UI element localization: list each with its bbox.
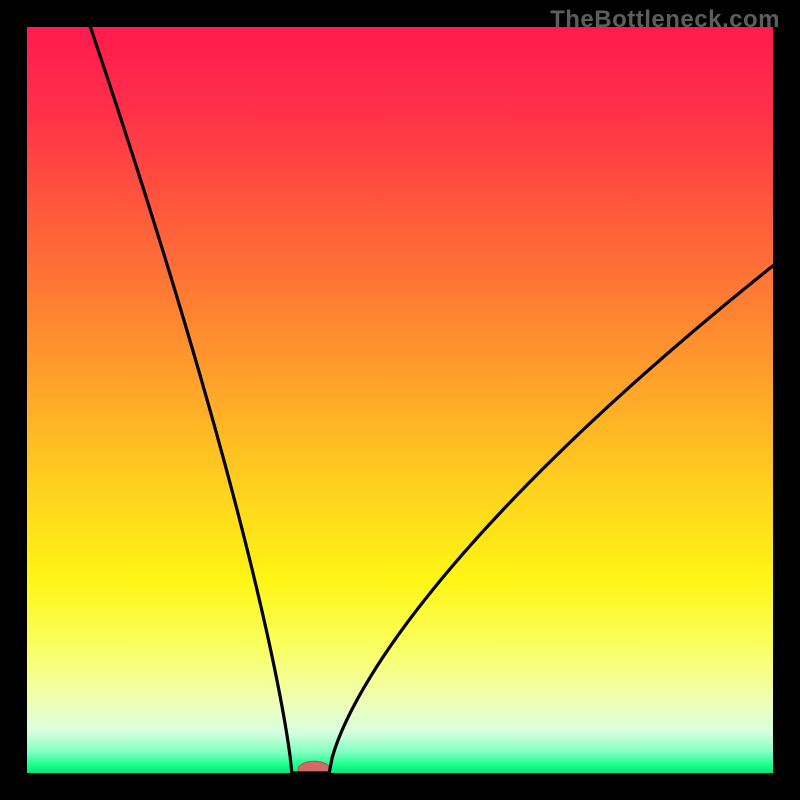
plot-background [27, 27, 773, 773]
watermark-text: TheBottleneck.com [550, 6, 780, 34]
bottleneck-marker [298, 761, 330, 773]
chart-container: TheBottleneck.com [0, 0, 800, 800]
plot-area [27, 27, 773, 773]
plot-svg [27, 27, 773, 773]
